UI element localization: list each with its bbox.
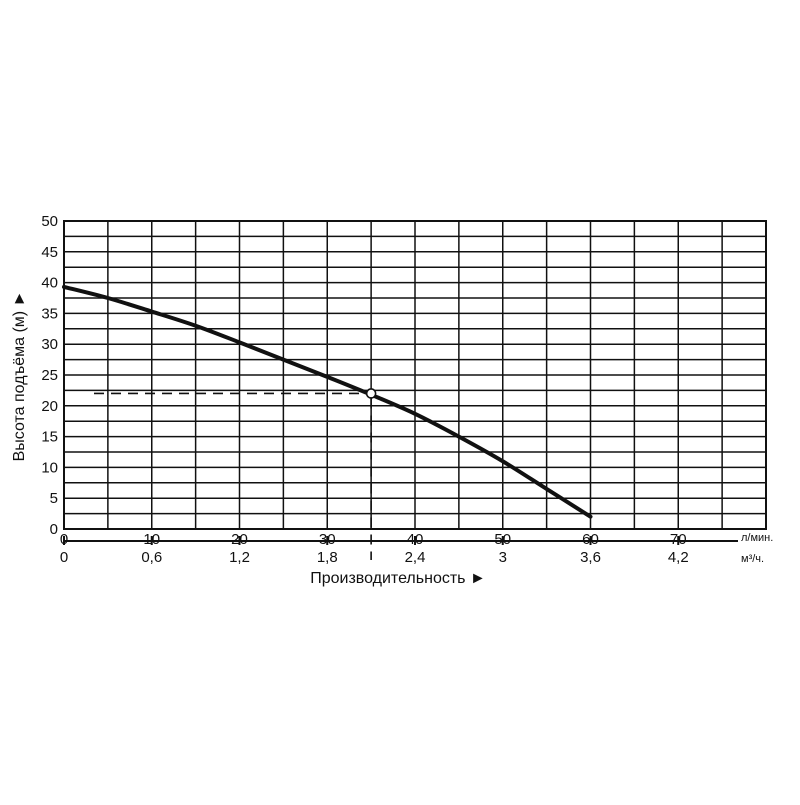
- y-tick-label: 40: [41, 275, 58, 292]
- x2-tick-label: 1,8: [317, 549, 338, 566]
- y-axis-title: Высота подъёма (м) ►: [11, 291, 28, 462]
- x2-unit-label: м³/ч.: [741, 553, 764, 565]
- operating-point-marker: [365, 388, 377, 399]
- plot-frame: [63, 220, 767, 530]
- y-tick-label: 20: [41, 398, 58, 415]
- grid: [63, 220, 767, 545]
- x-unit-label: л/мин.: [741, 532, 773, 544]
- y-tick-label: 10: [41, 459, 58, 476]
- x-axis-title: Производительность ►: [310, 570, 486, 587]
- x2-tick-label: 3,6: [580, 549, 601, 566]
- x2-tick-label: 4,2: [668, 549, 689, 566]
- performance-curve: [62, 284, 593, 519]
- tick-labels: 0 5 10 15 20 25 30 35 40 45 50 0 10 20 30 40 50 60 70 0 0,6 1…: [41, 213, 688, 566]
- x-tick-label: 70: [670, 531, 687, 548]
- x2-tick-label: 0,6: [141, 549, 162, 566]
- x2-tick-label: 0: [60, 549, 68, 566]
- y-tick-label: 0: [50, 521, 58, 538]
- x-tick-label: 10: [143, 531, 160, 548]
- operating-point-guides: [94, 388, 377, 560]
- y-tick-label: 5: [50, 490, 58, 507]
- y-tick-label: 25: [41, 367, 58, 384]
- x-tick-label: 0: [60, 531, 68, 548]
- y-tick-label: 35: [41, 305, 58, 322]
- x2-tick-label: 2,4: [405, 549, 426, 566]
- y-tick-label: 50: [41, 213, 58, 230]
- x-tick-label: 40: [407, 531, 424, 548]
- y-tick-label: 45: [41, 244, 58, 261]
- curve-layer: [62, 284, 593, 519]
- x-tick-label: 50: [494, 531, 511, 548]
- x-tick-label: 20: [231, 531, 248, 548]
- x2-tick-label: 3: [499, 549, 507, 566]
- y-tick-label: 30: [41, 336, 58, 353]
- x2-tick-label: 1,2: [229, 549, 250, 566]
- x-tick-label: 30: [319, 531, 336, 548]
- x-tick-label: 60: [582, 531, 599, 548]
- y-tick-label: 15: [41, 429, 58, 446]
